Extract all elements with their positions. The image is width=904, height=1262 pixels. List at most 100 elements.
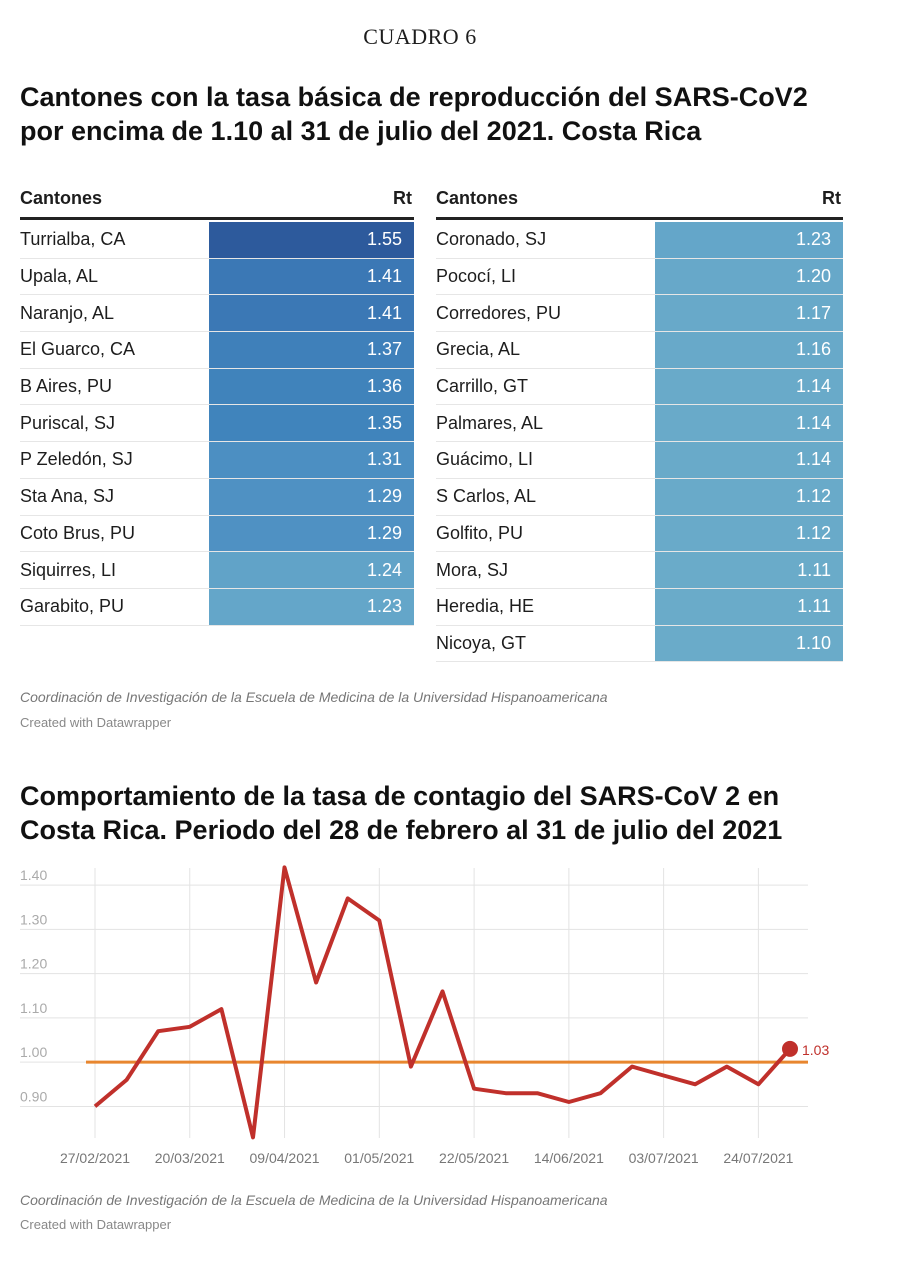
end-point-marker	[782, 1040, 798, 1057]
rt-value-cell: 1.11	[655, 588, 843, 625]
table-source-note: Coordinación de Investigación de la Escu…	[20, 689, 608, 705]
x-tick-label: 03/07/2021	[629, 1150, 699, 1166]
rt-value-cell: 1.20	[655, 258, 843, 295]
canton-name: Coto Brus, PU	[20, 522, 136, 543]
x-tick-label: 20/03/2021	[155, 1150, 225, 1166]
table-body: Coronado, SJ 1.23 Pococí, LI 1.20 Corredores…	[436, 222, 843, 663]
canton-name: Heredia, HE	[436, 596, 535, 617]
chart-source-note: Coordinación de Investigación de la Escu…	[20, 1192, 608, 1208]
canton-name: Upala, AL	[20, 266, 99, 287]
line-chart: 0.90 1.00 1.10 1.20 1.30 1.40 27/02/2021 20/03/…	[20, 865, 829, 1166]
rt-value-cell: 1.10	[655, 625, 843, 662]
table-title: Cantones con la tasa básica de reproducc…	[20, 80, 860, 148]
canton-name: Turrialba, CA	[20, 229, 126, 250]
table-row: Heredia, HE 1.11	[436, 588, 843, 626]
table-row: Nicoya, GT 1.10	[436, 625, 843, 663]
y-tick-label: 1.20	[20, 956, 47, 972]
rt-table-right: Cantones Rt Coronado, SJ 1.23 Pococí, LI 1.…	[436, 180, 843, 663]
canton-name: Garabito, PU	[20, 596, 125, 617]
table-header: Cantones Rt	[20, 180, 414, 220]
canton-name: Coronado, SJ	[436, 229, 547, 250]
rt-value-cell: 1.23	[655, 222, 843, 258]
rt-value-cell: 1.41	[209, 258, 414, 295]
rt-value-cell: 1.29	[209, 478, 414, 515]
x-tick-label: 22/05/2021	[439, 1150, 509, 1166]
canton-name: Corredores, PU	[436, 302, 562, 323]
table-row: Golfito, PU 1.12	[436, 515, 843, 553]
x-tick-label: 14/06/2021	[534, 1150, 604, 1166]
figure-label: CUADRO 6	[363, 24, 477, 49]
table-row: El Guarco, CA 1.37	[20, 332, 414, 369]
table-row: Siquirres, LI 1.24	[20, 552, 414, 589]
rt-value-cell: 1.14	[655, 405, 843, 442]
table-row: Garabito, PU 1.23	[20, 588, 414, 626]
table-row: Mora, SJ 1.11	[436, 552, 843, 589]
rt-tables: Cantones Rt Turrialba, CA 1.55 Upala, AL 1.…	[20, 180, 843, 670]
column-header-rt: Rt	[822, 188, 841, 208]
canton-name: P Zeledón, SJ	[20, 449, 133, 470]
rt-value-cell: 1.14	[655, 368, 843, 405]
canton-name: Mora, SJ	[436, 559, 509, 580]
table-row: Turrialba, CA 1.55	[20, 222, 414, 259]
rt-value-cell: 1.16	[655, 332, 843, 368]
table-row: P Zeledón, SJ 1.31	[20, 442, 414, 479]
table-title-line2: por encima de 1.10 al 31 de julio del 20…	[20, 116, 702, 146]
rt-value-cell: 1.36	[209, 368, 414, 405]
rt-value-cell: 1.31	[209, 442, 414, 478]
y-tick-label: 1.00	[20, 1044, 47, 1060]
rt-value-cell: 1.24	[209, 552, 414, 588]
table-row: Grecia, AL 1.16	[436, 332, 843, 369]
canton-name: Nicoya, GT	[436, 632, 527, 653]
canton-name: Grecia, AL	[436, 339, 521, 360]
canton-name: Golfito, PU	[436, 522, 524, 543]
table-row: Sta Ana, SJ 1.29	[20, 478, 414, 516]
series-line-rt	[93, 865, 792, 1140]
canton-name: Siquirres, LI	[20, 559, 117, 580]
table-body: Turrialba, CA 1.55 Upala, AL 1.41 Naranjo, A…	[20, 222, 414, 626]
x-tick-label: 24/07/2021	[723, 1150, 793, 1166]
canton-name: Sta Ana, SJ	[20, 486, 115, 507]
table-row: Carrillo, GT 1.14	[436, 368, 843, 406]
table-title-line1: Cantones con la tasa básica de reproducc…	[20, 82, 808, 112]
table-header: Cantones Rt	[436, 180, 843, 220]
rt-value-cell: 1.17	[655, 295, 843, 332]
table-row: Naranjo, AL 1.41	[20, 295, 414, 333]
chart-title-line1: Comportamiento de la tasa de contagio de…	[20, 781, 780, 811]
rt-table-left: Cantones Rt Turrialba, CA 1.55 Upala, AL 1.…	[20, 180, 414, 626]
canton-name: El Guarco, CA	[20, 339, 136, 360]
x-tick-label: 09/04/2021	[250, 1150, 320, 1166]
table-credit: Created with Datawrapper	[20, 715, 172, 730]
y-tick-label: 1.30	[20, 911, 47, 927]
canton-name: Naranjo, AL	[20, 302, 115, 323]
table-row: Corredores, PU 1.17	[436, 295, 843, 333]
column-header-cantones: Cantones	[20, 188, 103, 208]
column-header-rt: Rt	[393, 188, 412, 208]
chart-title-line2: Costa Rica. Periodo del 28 de febrero al…	[20, 815, 783, 845]
table-row: B Aires, PU 1.36	[20, 368, 414, 406]
canton-name: Guácimo, LI	[436, 449, 534, 470]
table-row: Palmares, AL 1.14	[436, 405, 843, 443]
rt-value-cell: 1.55	[209, 222, 414, 258]
table-row: S Carlos, AL 1.12	[436, 478, 843, 516]
end-value-label: 1.03	[802, 1042, 829, 1058]
table-row: Coto Brus, PU 1.29	[20, 515, 414, 553]
rt-value-cell: 1.37	[209, 332, 414, 368]
chart-title: Comportamiento de la tasa de contagio de…	[20, 779, 860, 847]
rt-value-cell: 1.23	[209, 588, 414, 625]
rt-value-cell: 1.11	[655, 552, 843, 588]
y-tick-label: 1.10	[20, 1000, 47, 1016]
x-tick-label: 01/05/2021	[344, 1150, 414, 1166]
rt-value-cell: 1.12	[655, 515, 843, 552]
canton-name: Puriscal, SJ	[20, 412, 116, 433]
canton-name: Carrillo, GT	[436, 376, 529, 397]
table-row: Puriscal, SJ 1.35	[20, 405, 414, 443]
rt-value-cell: 1.12	[655, 478, 843, 515]
canton-name: Pococí, LI	[436, 266, 517, 287]
rt-value-cell: 1.35	[209, 405, 414, 442]
column-header-cantones: Cantones	[436, 188, 519, 208]
canton-name: S Carlos, AL	[436, 486, 537, 507]
canton-name: Palmares, AL	[436, 412, 544, 433]
x-tick-label: 27/02/2021	[60, 1150, 130, 1166]
y-tick-label: 0.90	[20, 1088, 47, 1104]
canton-name: B Aires, PU	[20, 376, 113, 397]
